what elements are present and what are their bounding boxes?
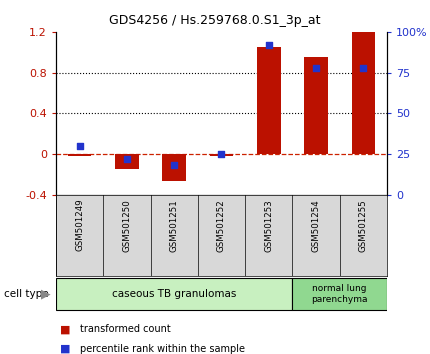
Bar — [210, 154, 233, 156]
Point — [360, 65, 367, 70]
Text: normal lung
parenchyma: normal lung parenchyma — [311, 284, 368, 303]
Bar — [68, 154, 91, 156]
Text: percentile rank within the sample: percentile rank within the sample — [80, 344, 245, 354]
Bar — [115, 154, 138, 169]
Text: GDS4256 / Hs.259768.0.S1_3p_at: GDS4256 / Hs.259768.0.S1_3p_at — [109, 14, 321, 27]
Point — [265, 42, 272, 48]
Text: GSM501255: GSM501255 — [359, 199, 368, 252]
Bar — [257, 47, 280, 154]
Point — [313, 65, 319, 70]
Text: ▶: ▶ — [41, 287, 50, 300]
Text: GSM501252: GSM501252 — [217, 199, 226, 252]
Text: cell type: cell type — [4, 289, 49, 299]
Text: ■: ■ — [60, 324, 71, 334]
Text: GSM501250: GSM501250 — [123, 199, 131, 252]
Point — [123, 156, 130, 162]
Text: caseous TB granulomas: caseous TB granulomas — [112, 289, 236, 299]
Text: GSM501251: GSM501251 — [170, 199, 178, 252]
Bar — [56, 278, 292, 310]
Text: ■: ■ — [60, 344, 71, 354]
Text: GSM501253: GSM501253 — [264, 199, 273, 252]
Bar — [292, 278, 387, 310]
Bar — [304, 57, 328, 154]
Bar — [351, 32, 375, 154]
Bar — [162, 154, 186, 182]
Text: transformed count: transformed count — [80, 324, 170, 334]
Point — [76, 143, 83, 149]
Point — [218, 151, 225, 157]
Text: GSM501249: GSM501249 — [75, 199, 84, 251]
Point — [171, 162, 178, 168]
Text: GSM501254: GSM501254 — [312, 199, 320, 252]
